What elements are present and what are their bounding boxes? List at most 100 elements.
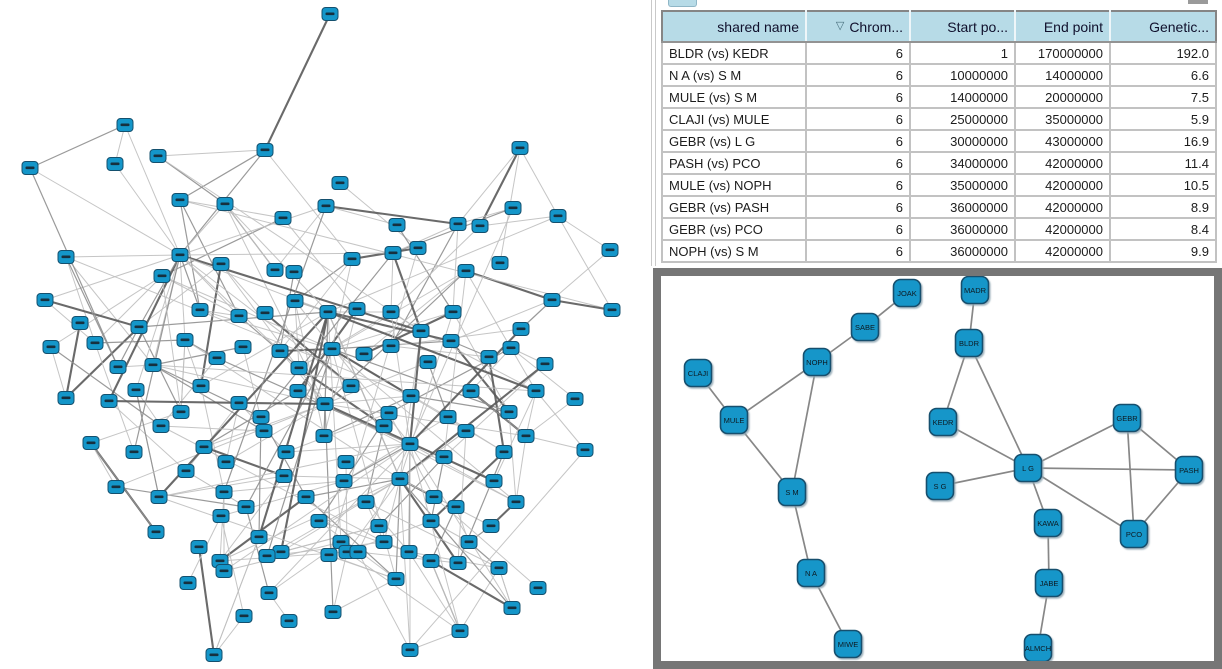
network-node[interactable]	[576, 443, 594, 457]
node-L G[interactable]: L G	[1013, 453, 1043, 483]
edge-PASH-L G[interactable]	[1027, 467, 1190, 471]
network-node[interactable]	[274, 211, 292, 225]
network-node[interactable]	[401, 437, 419, 451]
network-node[interactable]	[125, 445, 143, 459]
node-PASH[interactable]: PASH	[1174, 455, 1204, 485]
network-node[interactable]	[149, 149, 167, 163]
network-node[interactable]	[86, 336, 104, 350]
column-header-chrom-[interactable]: ▽ Chrom...	[805, 11, 910, 43]
table-row[interactable]: PASH (vs) PCO 6 34000000 42000000 11.4	[661, 151, 1217, 175]
network-node[interactable]	[258, 549, 276, 563]
network-node[interactable]	[234, 340, 252, 354]
network-node[interactable]	[286, 294, 304, 308]
network-node[interactable]	[495, 445, 513, 459]
network-node[interactable]	[212, 509, 230, 523]
network-node[interactable]	[192, 379, 210, 393]
network-node[interactable]	[343, 252, 361, 266]
network-node[interactable]	[217, 455, 235, 469]
node-CLAJI[interactable]: CLAJI	[683, 358, 713, 388]
edge-BLDR-L G[interactable]	[968, 342, 1029, 469]
network-node[interactable]	[457, 424, 475, 438]
network-node[interactable]	[152, 419, 170, 433]
filter-icon[interactable]: ▽	[835, 20, 845, 32]
network-node[interactable]	[310, 514, 328, 528]
network-node[interactable]	[400, 545, 418, 559]
network-node[interactable]	[319, 305, 337, 319]
network-node[interactable]	[21, 161, 39, 175]
network-node[interactable]	[100, 394, 118, 408]
table-row[interactable]: GEBR (vs) PCO 6 36000000 42000000 8.4	[661, 217, 1217, 241]
network-node[interactable]	[529, 581, 547, 595]
network-node[interactable]	[256, 306, 274, 320]
network-node[interactable]	[57, 391, 75, 405]
network-node[interactable]	[271, 344, 289, 358]
network-node[interactable]	[297, 490, 315, 504]
network-node[interactable]	[511, 141, 529, 155]
node-SABE[interactable]: SABE	[850, 312, 880, 342]
network-node[interactable]	[512, 322, 530, 336]
network-node[interactable]	[316, 397, 334, 411]
network-node[interactable]	[266, 263, 284, 277]
network-node[interactable]	[401, 643, 419, 657]
network-node[interactable]	[471, 219, 489, 233]
network-node[interactable]	[348, 302, 366, 316]
network-node[interactable]	[320, 548, 338, 562]
network-node[interactable]	[460, 535, 478, 549]
network-node[interactable]	[447, 500, 465, 514]
edge-GEBR-PCO[interactable]	[1126, 417, 1135, 535]
edge-NOPH-S M[interactable]	[791, 361, 818, 493]
network-node[interactable]	[380, 406, 398, 420]
table-row[interactable]: N A (vs) S M 6 10000000 14000000 6.6	[661, 63, 1217, 87]
network-node[interactable]	[370, 519, 388, 533]
network-node[interactable]	[517, 429, 535, 443]
network-node[interactable]	[42, 340, 60, 354]
network-node[interactable]	[150, 490, 168, 504]
network-node[interactable]	[603, 303, 621, 317]
network-node[interactable]	[277, 445, 295, 459]
network-node[interactable]	[502, 341, 520, 355]
column-header-shared-name[interactable]: shared name	[662, 11, 806, 43]
network-node[interactable]	[208, 351, 226, 365]
column-header-end-point[interactable]: End point	[1014, 11, 1110, 43]
network-node[interactable]	[355, 347, 373, 361]
node-MADR[interactable]: MADR	[960, 276, 990, 305]
node-BLDR[interactable]: BLDR	[954, 328, 984, 358]
network-node[interactable]	[195, 440, 213, 454]
overview-network-canvas[interactable]	[0, 0, 655, 669]
network-node[interactable]	[252, 410, 270, 424]
network-node[interactable]	[190, 540, 208, 554]
network-node[interactable]	[449, 217, 467, 231]
network-node[interactable]	[171, 193, 189, 207]
network-node[interactable]	[566, 392, 584, 406]
network-node[interactable]	[179, 576, 197, 590]
network-node[interactable]	[216, 197, 234, 211]
network-node[interactable]	[462, 384, 480, 398]
network-node[interactable]	[205, 648, 223, 662]
network-node[interactable]	[36, 293, 54, 307]
column-header-start-po-[interactable]: Start po...	[909, 11, 1015, 43]
network-node[interactable]	[280, 614, 298, 628]
network-node[interactable]	[444, 305, 462, 319]
network-node[interactable]	[412, 324, 430, 338]
network-node[interactable]	[255, 424, 273, 438]
node-N A[interactable]: N A	[796, 558, 826, 588]
network-node[interactable]	[335, 474, 353, 488]
edge-GEBR-L G[interactable]	[1027, 417, 1128, 469]
network-node[interactable]	[71, 316, 89, 330]
node-JOAK[interactable]: JOAK	[892, 278, 922, 308]
network-node[interactable]	[391, 472, 409, 486]
network-node[interactable]	[57, 250, 75, 264]
network-node[interactable]	[382, 339, 400, 353]
network-node[interactable]	[250, 530, 268, 544]
network-node[interactable]	[409, 241, 427, 255]
network-node[interactable]	[500, 405, 518, 419]
network-node[interactable]	[507, 495, 525, 509]
network-node[interactable]	[503, 601, 521, 615]
network-node[interactable]	[422, 554, 440, 568]
network-node[interactable]	[375, 419, 393, 433]
table-row[interactable]: GEBR (vs) PASH 6 36000000 42000000 8.9	[661, 195, 1217, 219]
network-node[interactable]	[388, 218, 406, 232]
node-PCO[interactable]: PCO	[1119, 519, 1149, 549]
column-header-genetic-[interactable]: Genetic...	[1109, 11, 1216, 43]
network-node[interactable]	[480, 350, 498, 364]
